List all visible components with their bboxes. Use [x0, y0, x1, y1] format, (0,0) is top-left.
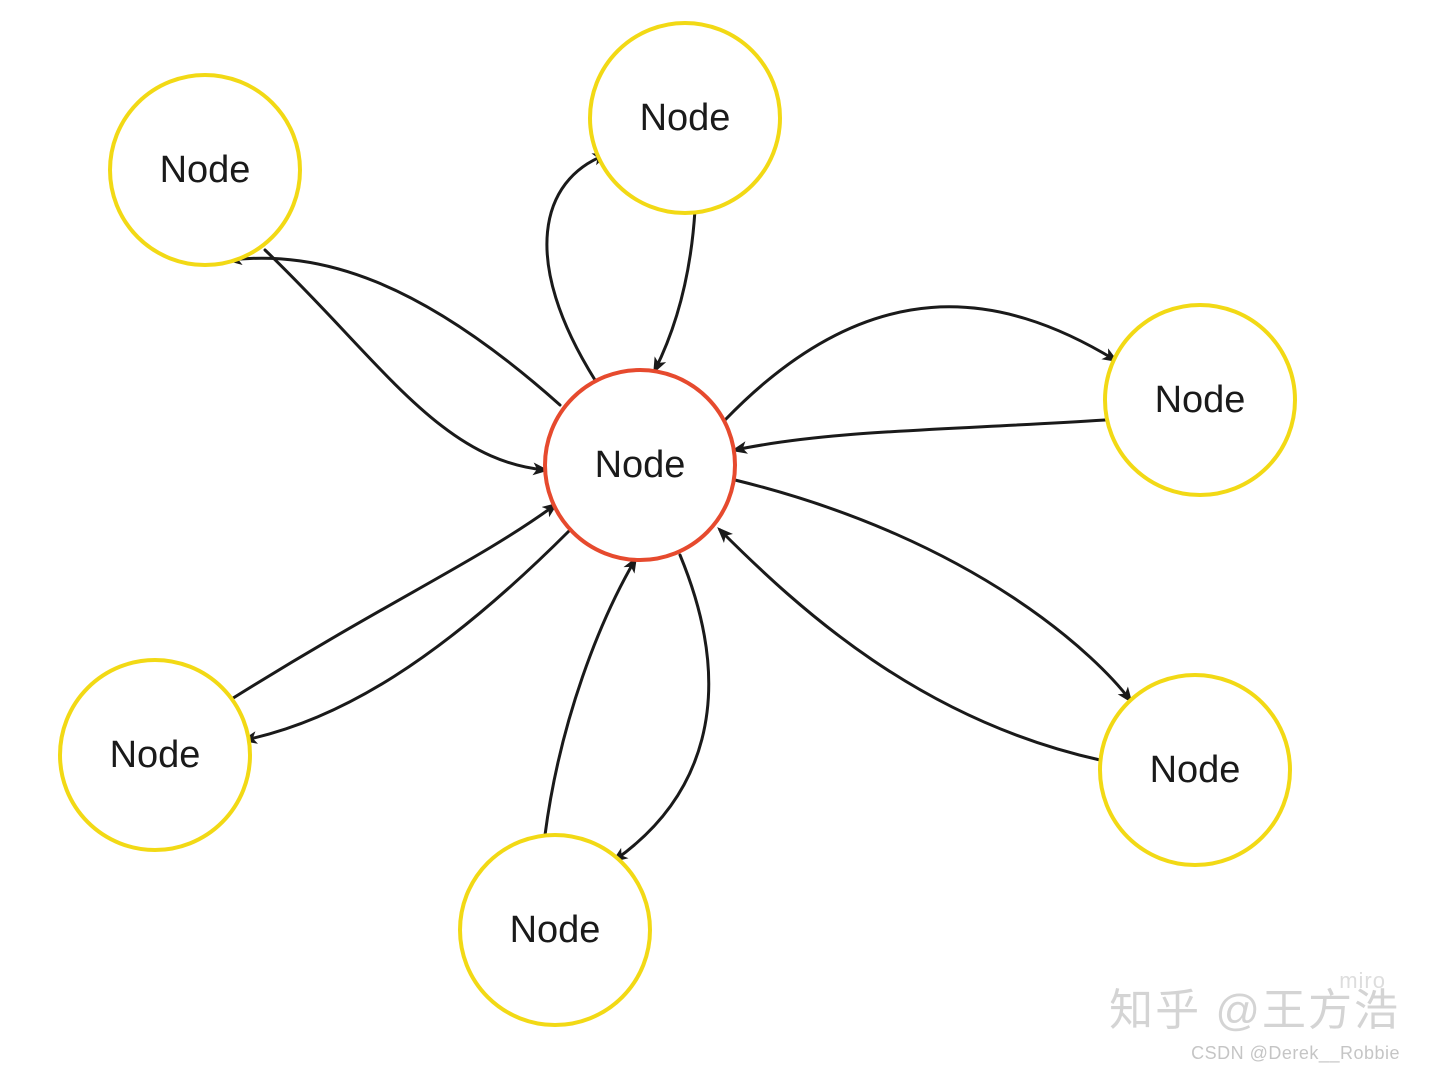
outer-node: Node — [460, 835, 650, 1025]
nodes-layer: Node Node Node Node Node Node Node — [60, 23, 1295, 1025]
edge-in — [265, 250, 545, 470]
node-label: Node — [640, 97, 731, 139]
edge-in — [735, 420, 1105, 450]
node-label: Node — [510, 909, 601, 951]
node-label: Node — [595, 444, 686, 486]
node-label: Node — [1150, 749, 1241, 791]
center-node: Node — [545, 370, 735, 560]
edge-pair — [230, 250, 560, 470]
outer-node: Node — [1105, 305, 1295, 495]
outer-node: Node — [590, 23, 780, 213]
edge-out — [245, 530, 570, 740]
edge-pair — [545, 555, 709, 860]
edge-in — [230, 505, 555, 700]
edge-in — [545, 560, 635, 835]
edge-out — [615, 555, 709, 860]
outer-node: Node — [60, 660, 250, 850]
network-diagram: Node Node Node Node Node Node Node — [0, 0, 1440, 1074]
outer-node: Node — [1100, 675, 1290, 865]
edge-pair — [720, 480, 1130, 760]
edge-pair — [230, 505, 570, 740]
edge-in — [655, 210, 695, 370]
edge-in — [720, 530, 1100, 760]
node-label: Node — [110, 734, 201, 776]
edge-out — [735, 480, 1130, 700]
node-label: Node — [1155, 379, 1246, 421]
outer-node: Node — [110, 75, 300, 265]
edge-pair — [725, 307, 1115, 450]
edge-out — [547, 155, 605, 380]
node-label: Node — [160, 149, 251, 191]
edge-out — [725, 307, 1115, 420]
